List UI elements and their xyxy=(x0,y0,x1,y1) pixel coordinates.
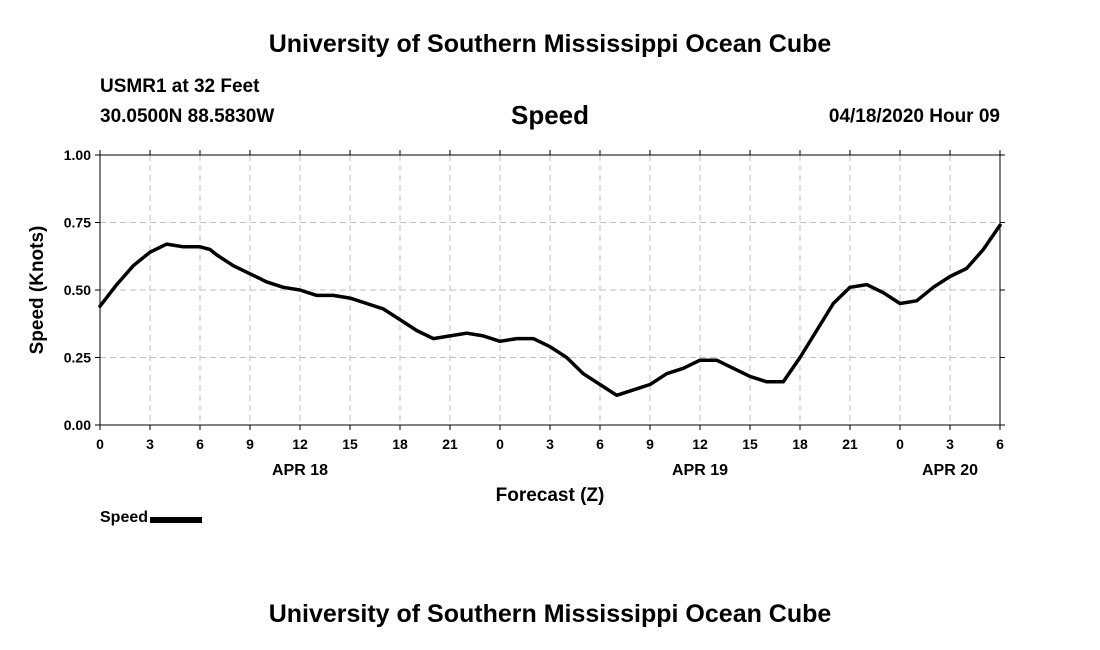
x-tick-label: 21 xyxy=(842,436,858,452)
x-tick-label: 18 xyxy=(392,436,408,452)
y-tick-label: 1.00 xyxy=(64,147,91,163)
x-tick-label: 9 xyxy=(646,436,654,452)
y-tick-label: 0.50 xyxy=(64,282,91,298)
x-tick-label: 3 xyxy=(946,436,954,452)
y-tick-label: 0.75 xyxy=(64,215,91,231)
variable-title: Speed xyxy=(510,100,590,130)
x-tick-label: 6 xyxy=(596,436,604,452)
station-label: USMR1 at 32 Feet xyxy=(100,76,260,97)
date-label: APR 20 xyxy=(922,462,978,479)
x-tick-label: 12 xyxy=(292,436,308,452)
date-label: APR 19 xyxy=(672,462,728,479)
coordinates-label: 30.0500N 88.5830W xyxy=(100,106,275,127)
x-tick-label: 12 xyxy=(692,436,708,452)
chart-title: University of Southern Mississippi Ocean… xyxy=(268,30,832,58)
y-tick-label: 0.00 xyxy=(64,417,91,433)
y-tick-label: 0.25 xyxy=(64,350,91,366)
legend-label: Speed xyxy=(100,509,149,526)
legend-line-swatch xyxy=(150,516,203,523)
footer-title: University of Southern Mississippi Ocean… xyxy=(268,600,832,628)
legend: Speed xyxy=(100,509,203,527)
date-label: APR 18 xyxy=(272,462,328,479)
x-tick-label: 6 xyxy=(196,436,204,452)
series-line-speed xyxy=(98,223,1002,398)
x-tick-label: 0 xyxy=(896,436,904,452)
x-tick-label: 6 xyxy=(996,436,1004,452)
x-tick-label: 21 xyxy=(442,436,458,452)
x-tick-label: 18 xyxy=(792,436,808,452)
x-axis-label: Forecast (Z) xyxy=(496,485,605,506)
x-tick-label: 15 xyxy=(742,436,758,452)
x-tick-label: 0 xyxy=(96,436,104,452)
x-tick-label: 9 xyxy=(246,436,254,452)
x-tick-label: 3 xyxy=(146,436,154,452)
x-tick-label: 15 xyxy=(342,436,358,452)
x-tick-label: 3 xyxy=(546,436,554,452)
y-axis-label: Speed (Knots) xyxy=(27,226,48,355)
forecast-datetime: 04/18/2020 Hour 09 xyxy=(828,106,1000,127)
x-tick-label: 0 xyxy=(496,436,504,452)
